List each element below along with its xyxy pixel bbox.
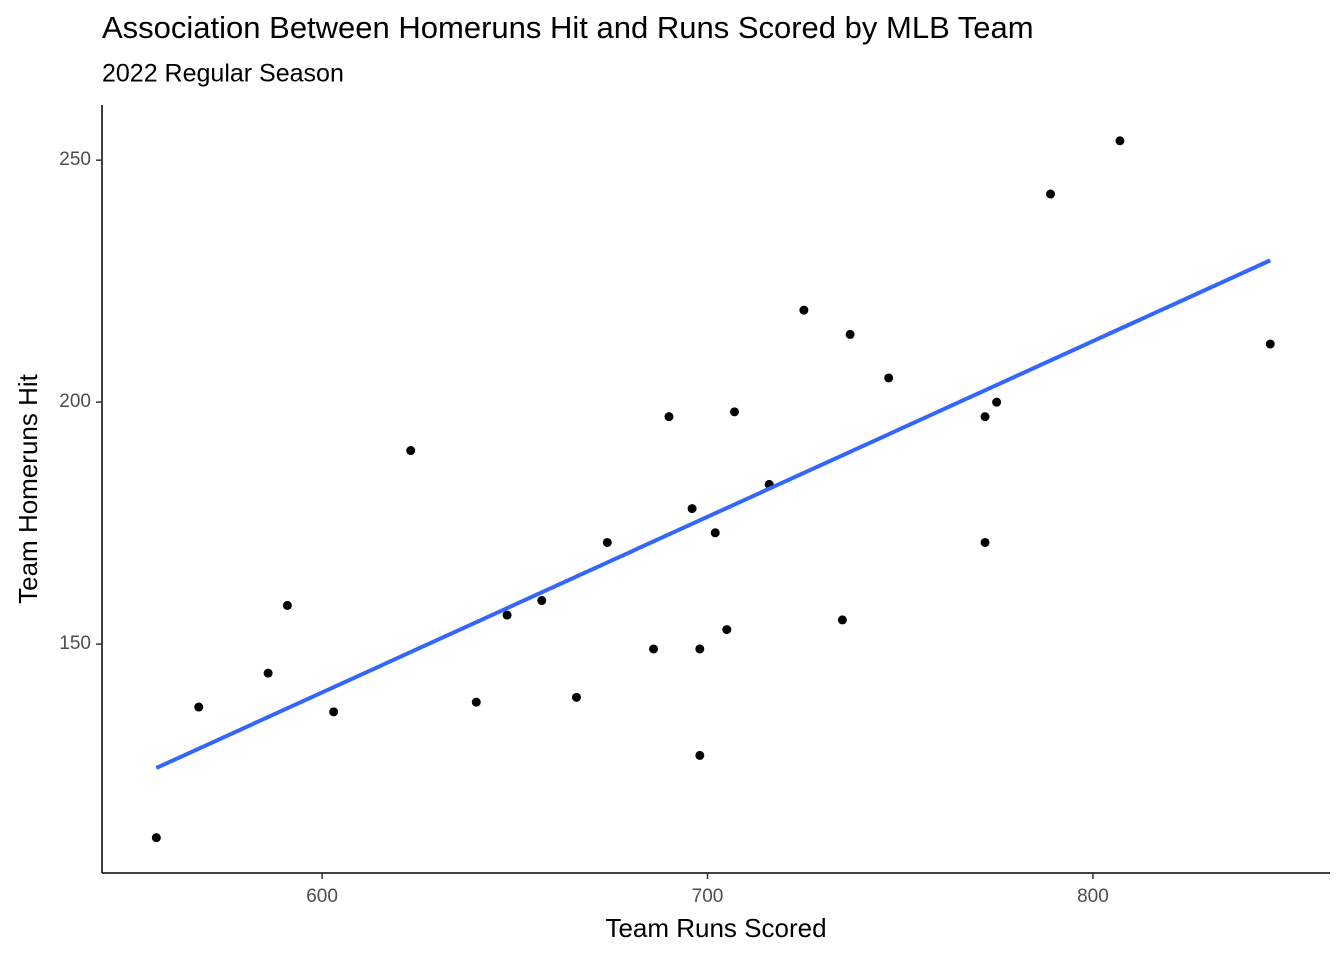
x-tick-label: 600 bbox=[306, 886, 338, 907]
y-tick-label: 250 bbox=[59, 149, 91, 170]
point bbox=[649, 644, 659, 654]
point bbox=[695, 644, 705, 654]
point bbox=[845, 329, 855, 339]
point bbox=[992, 397, 1002, 407]
point bbox=[502, 610, 512, 620]
point bbox=[471, 697, 481, 707]
point bbox=[1265, 339, 1275, 349]
point bbox=[695, 750, 705, 760]
point bbox=[799, 305, 809, 315]
point bbox=[282, 600, 292, 610]
point bbox=[151, 833, 161, 843]
point bbox=[1115, 136, 1125, 146]
point bbox=[884, 373, 894, 383]
y-tick-label: 150 bbox=[59, 633, 91, 654]
point bbox=[687, 504, 697, 514]
x-tick-label: 800 bbox=[1077, 886, 1109, 907]
point bbox=[406, 446, 416, 456]
point bbox=[980, 412, 990, 422]
point bbox=[664, 412, 674, 422]
chart-title: Association Between Homeruns Hit and Run… bbox=[102, 10, 1034, 45]
x-axis-title: Team Runs Scored bbox=[605, 913, 826, 943]
point bbox=[571, 692, 581, 702]
x-tick-label: 700 bbox=[692, 886, 724, 907]
point bbox=[263, 668, 273, 678]
chart-subtitle: 2022 Regular Season bbox=[102, 60, 344, 88]
point bbox=[602, 537, 612, 547]
y-tick-label: 200 bbox=[59, 391, 91, 412]
point bbox=[722, 625, 732, 635]
point bbox=[837, 615, 847, 625]
point bbox=[710, 528, 720, 538]
y-axis-title: Team Homeruns Hit bbox=[13, 373, 43, 604]
point bbox=[329, 707, 339, 717]
point bbox=[980, 537, 990, 547]
trend-line bbox=[155, 258, 1272, 770]
point bbox=[1046, 189, 1056, 199]
point bbox=[730, 407, 740, 417]
point bbox=[194, 702, 204, 712]
point bbox=[537, 596, 547, 606]
